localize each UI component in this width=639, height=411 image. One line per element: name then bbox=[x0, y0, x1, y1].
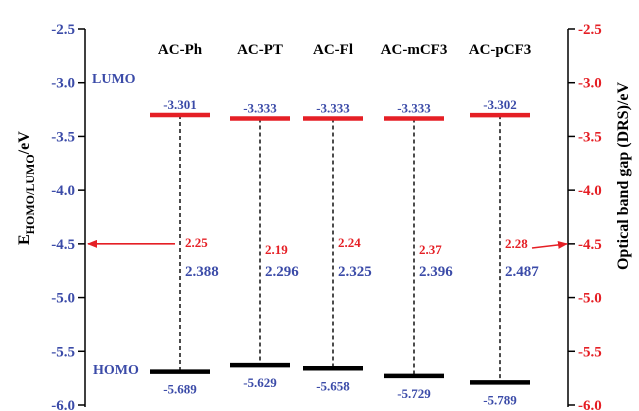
category-label-1: AC-PT bbox=[237, 42, 283, 58]
left-tick-label-3: -4.0 bbox=[51, 183, 75, 199]
left-tick-label-4: -4.5 bbox=[51, 237, 75, 253]
left-tick-label-5: -5.0 bbox=[51, 291, 75, 307]
right-tick-label-3: -4.0 bbox=[578, 183, 602, 199]
left-axis: -2.5 -3.0 -3.5 -4.0 -4.5 -5.0 -5.5 -6.0 bbox=[51, 22, 86, 411]
category-label-4: AC-pCF3 bbox=[469, 42, 532, 58]
right-tick-label-6: -5.5 bbox=[578, 344, 602, 360]
homo-value-4: -5.789 bbox=[483, 392, 517, 407]
left-tick-label-6: -5.5 bbox=[51, 344, 75, 360]
left-tick-label-7: -6.0 bbox=[51, 398, 75, 411]
electrochemical-gap-4: 2.487 bbox=[505, 264, 539, 280]
optical-gap-0: 2.25 bbox=[185, 235, 208, 250]
homo-value-1: -5.629 bbox=[243, 375, 277, 390]
left-tick-label-1: -3.0 bbox=[51, 76, 75, 92]
right-tick-label-4: -4.5 bbox=[578, 237, 602, 253]
lumo-value-2: -3.333 bbox=[316, 100, 350, 115]
optical-gap-3: 2.37 bbox=[419, 242, 442, 257]
electrochemical-gap-3: 2.396 bbox=[419, 264, 453, 280]
homo-value-3: -5.729 bbox=[397, 386, 431, 401]
lumo-value-4: -3.302 bbox=[483, 97, 517, 112]
category-label-3: AC-mCF3 bbox=[381, 42, 448, 58]
lumo-value-1: -3.333 bbox=[243, 100, 277, 115]
right-tick-label-2: -3.5 bbox=[578, 129, 602, 145]
y-axis-left-label-main: E bbox=[16, 234, 33, 245]
right-tick-label-5: -5.0 bbox=[578, 291, 602, 307]
right-axis: -2.5 -3.0 -3.5 -4.0 -4.5 -5.0 -5.5 -6.0 bbox=[567, 22, 602, 411]
lumo-value-0: -3.301 bbox=[163, 97, 197, 112]
optical-gap-1: 2.19 bbox=[265, 242, 288, 257]
left-tick-label-0: -2.5 bbox=[51, 22, 75, 38]
electrochemical-gap-2: 2.325 bbox=[338, 264, 372, 280]
left-tick-label-2: -3.5 bbox=[51, 129, 75, 145]
optical-gap-2: 2.24 bbox=[338, 235, 361, 250]
homo-side-label: HOMO bbox=[93, 363, 139, 378]
homo-value-0: -5.689 bbox=[163, 382, 197, 397]
category-label-0: AC-Ph bbox=[158, 42, 203, 58]
electrochemical-gap-0: 2.388 bbox=[185, 264, 219, 280]
y-axis-left-label: EHOMO/LUMO/eV bbox=[16, 131, 37, 245]
optical-gap-4: 2.28 bbox=[505, 236, 528, 251]
lumo-value-3: -3.333 bbox=[397, 100, 431, 115]
right-tick-label-7: -6.0 bbox=[578, 398, 602, 411]
plot-area: AC-Ph -3.301 -5.689 2.25 2.388 AC-PT -3.333 -5.… bbox=[150, 42, 539, 407]
y-axis-left-label-sub: HOMO/LUMO bbox=[23, 154, 37, 234]
y-axis-left-label-unit: /eV bbox=[16, 131, 33, 156]
right-tick-label-1: -3.0 bbox=[578, 76, 602, 92]
electrochemical-gap-1: 2.296 bbox=[265, 264, 299, 280]
homo-value-2: -5.658 bbox=[316, 378, 350, 393]
right-tick-label-0: -2.5 bbox=[578, 22, 602, 38]
lumo-side-label: LUMO bbox=[92, 72, 136, 87]
y-axis-right-label: Optical band gap (DRS)/eV bbox=[615, 82, 632, 270]
category-label-2: AC-Fl bbox=[313, 42, 353, 58]
arrow-to-right-axis bbox=[531, 240, 568, 249]
